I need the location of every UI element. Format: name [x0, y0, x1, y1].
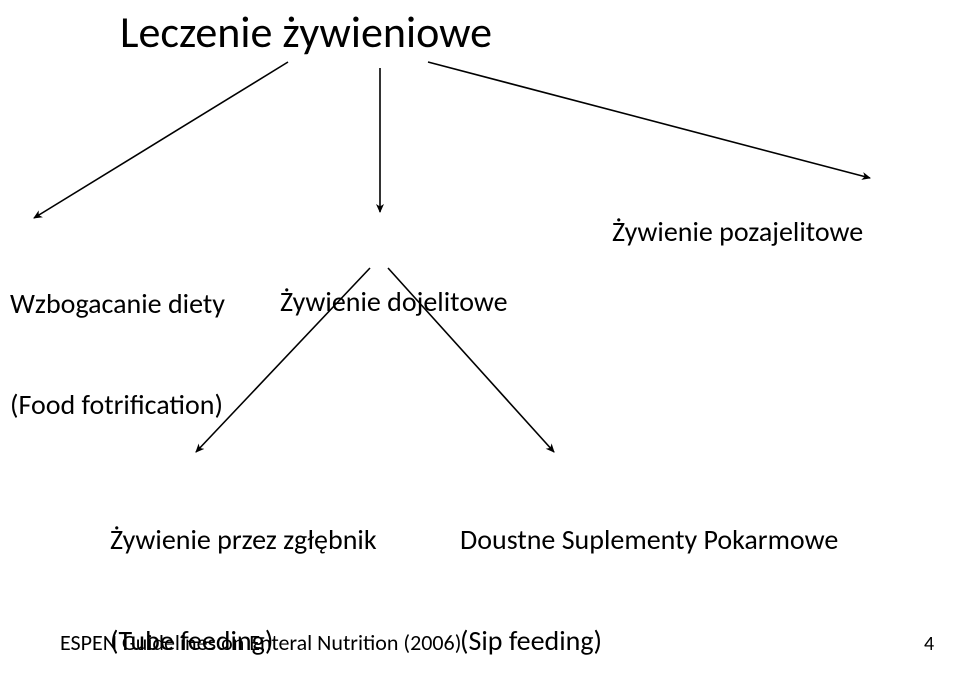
- node-left2-line1: Żywienie przez zgłębnik: [110, 523, 377, 557]
- node-right1: Żywienie pozajelitowe: [612, 148, 863, 316]
- node-right2-line1: Doustne Suplementy Pokarmowe: [460, 523, 838, 557]
- node-right1-line1: Żywienie pozajelitowe: [612, 215, 863, 249]
- node-right2: Doustne Suplementy Pokarmowe (Sip feedin…: [460, 456, 838, 680]
- node-mid1-line1: Żywienie dojelitowe: [280, 285, 508, 319]
- page-number: 4: [924, 632, 934, 656]
- footer-citation: ESPEN Guidelines on Enteral Nutrition (2…: [60, 630, 461, 656]
- node-left1-line2: (Food fotrification): [10, 388, 225, 422]
- edge-title-left1: [34, 62, 288, 218]
- node-mid1: Żywienie dojelitowe: [280, 218, 508, 386]
- node-left1-line1: Wzbogacanie diety: [10, 287, 225, 321]
- diagram-stage: Leczenie żywieniowe Wzbogacanie diety (F…: [0, 0, 960, 680]
- node-right2-line2: (Sip feeding): [460, 624, 838, 658]
- node-left1: Wzbogacanie diety (Food fotrification): [10, 220, 225, 489]
